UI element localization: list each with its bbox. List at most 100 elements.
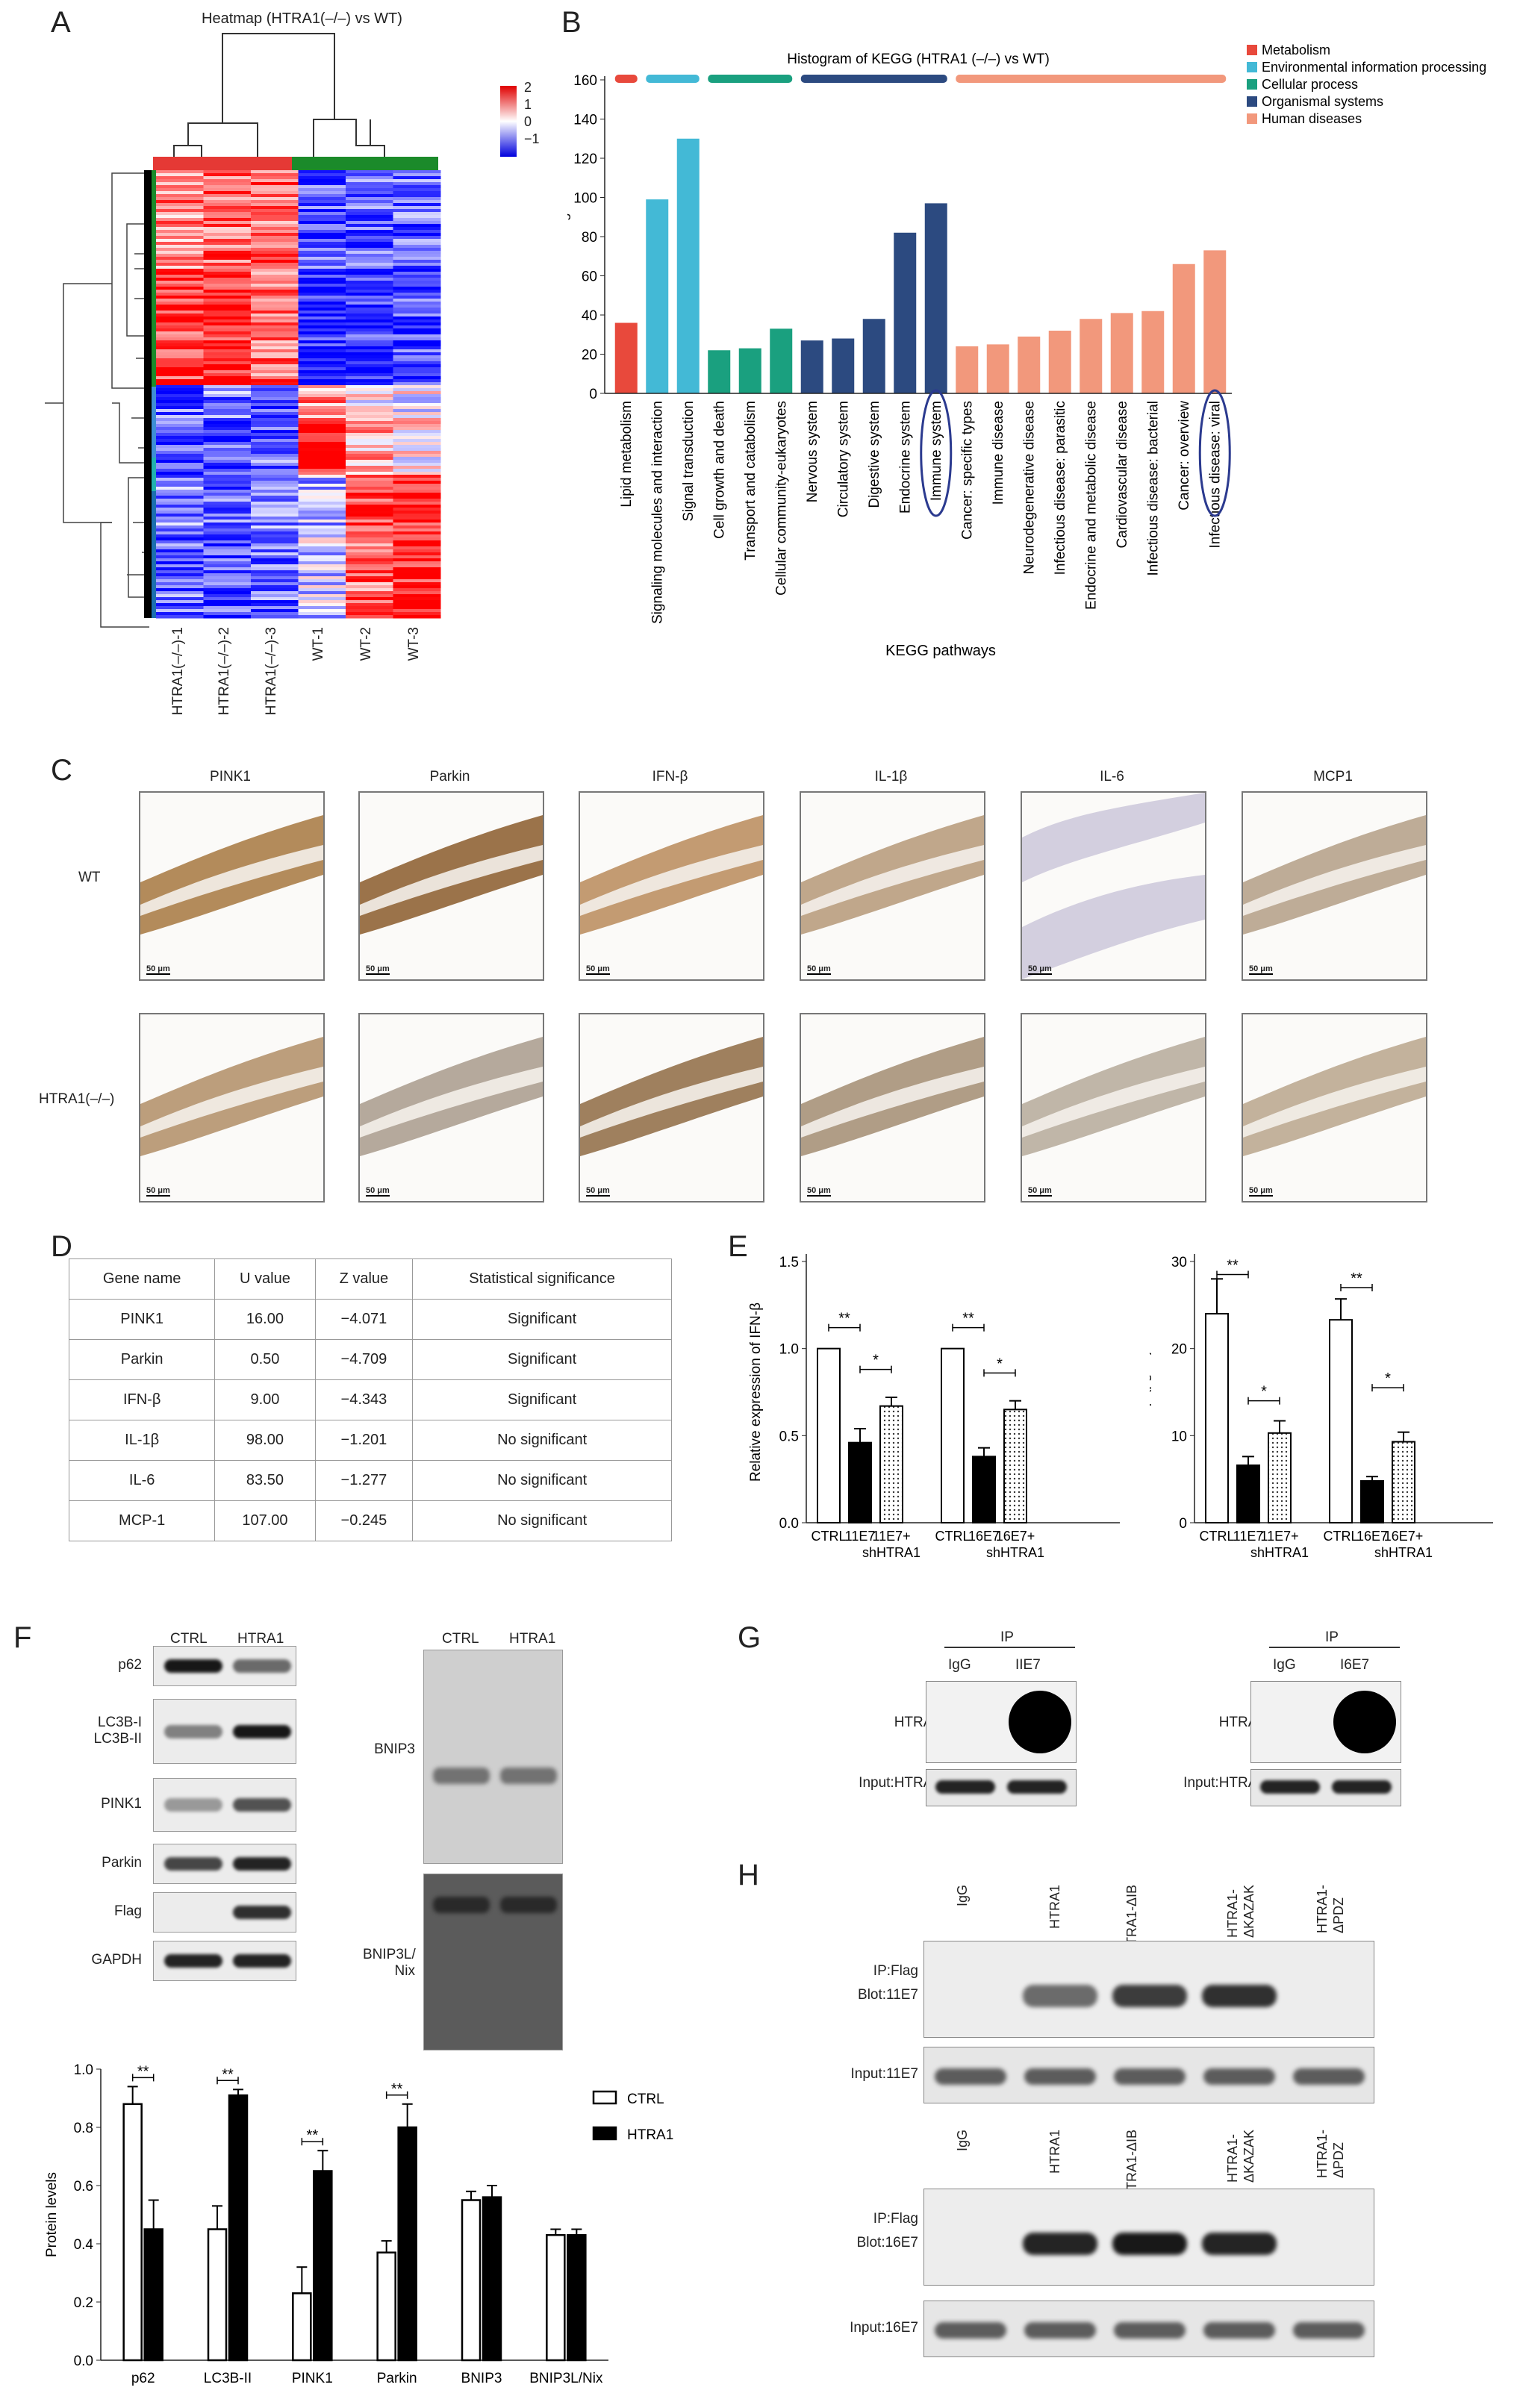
scale-tick: −1	[524, 131, 540, 146]
bar	[1236, 1465, 1260, 1523]
kegg-title: Histogram of KEGG (HTRA1 (–/–) vs WT)	[787, 52, 1050, 67]
lane-label: HTRA1	[509, 1631, 556, 1647]
y-tick-label: 0.0	[74, 2354, 93, 2369]
blot-band	[935, 2322, 1006, 2339]
bar	[1268, 1432, 1292, 1524]
heatmap-cells	[156, 170, 441, 619]
table-cell: Significant	[412, 1379, 672, 1420]
category-label: Cardiovascular disease	[1115, 401, 1130, 549]
blot-band	[500, 1897, 557, 1913]
bar-htra1	[482, 2196, 502, 2362]
bar-endocrine-and-metabolic-disease	[1080, 319, 1103, 393]
highlight-ellipse	[920, 389, 953, 517]
category-label: CTRL	[1323, 1529, 1358, 1544]
category-label: PINK1	[292, 2371, 333, 2386]
western-blot	[923, 1941, 1374, 2038]
ihc-image: 50 μm	[358, 1013, 544, 1203]
bar	[1329, 1319, 1353, 1524]
blot-label: Input:HTRA1	[859, 1775, 941, 1791]
table-cell: −4.709	[314, 1339, 414, 1380]
scale-bar-label: 50 μm	[1249, 1186, 1273, 1197]
blot-band	[1112, 2233, 1187, 2255]
blot-label: IP:Flag	[873, 2211, 918, 2227]
y-tick-label: 40	[582, 308, 597, 324]
sig-label: **	[838, 1311, 850, 1327]
category-label: Nervous system	[805, 401, 820, 502]
legend-label: Metabolism	[1262, 43, 1330, 57]
bar-endocrine-system	[894, 232, 917, 393]
bar-transport-and-catabolism	[738, 348, 761, 393]
category-label: Endocrine system	[897, 401, 913, 514]
y-tick-label: 60	[582, 269, 597, 285]
tissue-section	[1243, 815, 1426, 935]
kegg-histogram: Histogram of KEGG (HTRA1 (–/–) vs WT) 0 20…	[567, 43, 1486, 659]
y-tick-label: 80	[582, 230, 597, 246]
blot-label: Parkin	[102, 1855, 142, 1871]
bar-cancer-overview	[1172, 263, 1195, 393]
legend-swatch	[592, 2126, 617, 2141]
legend-swatch	[1247, 79, 1257, 90]
y-axis-label: Protein levels	[44, 2172, 60, 2257]
blot-band	[1293, 2322, 1365, 2339]
category-label: 11E7+	[1260, 1529, 1298, 1544]
lane-label: IgG	[948, 1657, 971, 1673]
table-cell: Significant	[412, 1339, 672, 1380]
western-blot	[923, 2189, 1374, 2286]
scale-tick: 0	[524, 114, 532, 129]
y-tick-label: 0.4	[74, 2237, 94, 2253]
y-tick-label: 30	[1171, 1255, 1187, 1270]
bar-htra1	[143, 2228, 163, 2362]
blot-band	[164, 1798, 222, 1812]
lane-label: I6E7	[1340, 1657, 1370, 1673]
y-tick-label: 1.0	[74, 2062, 93, 2078]
table-header: Statistical significance	[412, 1258, 672, 1300]
sig-label: **	[391, 2081, 403, 2097]
bar-digestive-system	[862, 319, 885, 393]
bar-ctrl	[122, 2103, 143, 2362]
ip-bracket	[1269, 1647, 1400, 1648]
table-cell: PINK1	[68, 1299, 216, 1340]
bar-ctrl	[292, 2292, 312, 2362]
ihc-image: 50 μm	[358, 791, 544, 981]
y-tick-label: 10	[1171, 1429, 1187, 1444]
bar-infectious-disease-bacterial	[1141, 311, 1165, 393]
table-cell: −4.343	[314, 1379, 414, 1420]
blot-band	[1114, 2068, 1186, 2085]
y-tick-label: 0.5	[779, 1429, 799, 1444]
y-tick-label: 1.0	[779, 1342, 799, 1358]
sig-label: **	[1351, 1270, 1362, 1287]
category-label: 11E7	[845, 1529, 876, 1544]
lane-label: IgG	[955, 1885, 970, 1907]
blot-band	[1023, 1985, 1097, 2007]
ihc-marker-label: IL-1β	[874, 769, 908, 785]
sig-label: *	[1385, 1370, 1391, 1387]
statistics-table: Gene name U value Z value Statistical si…	[68, 1258, 672, 1541]
y-tick-label: 0.6	[74, 2179, 93, 2195]
category-label: 11E7+	[872, 1529, 910, 1544]
bar-htra1	[228, 2094, 249, 2362]
category-label: Immune system	[929, 401, 944, 501]
category-label: BNIP3L/Nix	[529, 2371, 603, 2386]
blot-band	[164, 1724, 222, 1738]
y-tick-label: 0.2	[74, 2295, 93, 2311]
tissue-section	[801, 1037, 984, 1156]
bar-circulatory-system	[832, 338, 855, 393]
blot-band	[233, 1857, 291, 1871]
table-cell: 83.50	[214, 1460, 316, 1501]
y-tick-label: 120	[573, 152, 597, 167]
bar-nervous-system	[800, 340, 823, 393]
sample-label: HTRA1(–/–)-3	[264, 627, 279, 716]
panel-label-f: F	[13, 1621, 32, 1654]
bar-cellular-community-eukaryotes	[770, 328, 793, 393]
western-blot	[153, 1892, 296, 1933]
category-label: Cancer: overview	[1177, 401, 1192, 511]
y-tick-label: 20	[582, 348, 597, 364]
tissue-section	[1022, 793, 1205, 979]
blot-band	[1260, 1780, 1320, 1794]
bar-cell-growth-and-death	[708, 350, 731, 393]
scale-bar-label: 50 μm	[586, 1186, 610, 1197]
tissue-section	[580, 1037, 763, 1156]
category-label: 11E7	[1233, 1529, 1264, 1544]
legend-swatch	[1247, 45, 1257, 55]
